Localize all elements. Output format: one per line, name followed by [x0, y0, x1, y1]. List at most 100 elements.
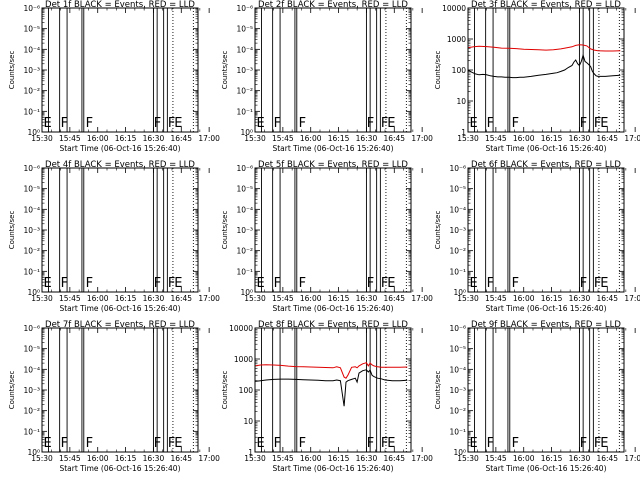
y-tick-label: 10⁻⁵	[23, 25, 40, 34]
y-tick-label: 10⁻³	[23, 66, 40, 75]
x-tick-label: 16:45	[383, 294, 405, 303]
y-axis-label: Counts/sec	[221, 211, 229, 250]
x-axis-label: Start Time (06-Oct-16 15:26:40)	[485, 464, 606, 473]
y-axis-label: Counts/sec	[221, 51, 229, 90]
region-annotation: E	[469, 436, 477, 451]
x-axis-label: Start Time (06-Oct-16 15:26:40)	[59, 144, 180, 153]
y-tick-label: 10⁻⁶	[449, 324, 466, 333]
y-tick-label: 10⁻⁴	[449, 205, 466, 214]
y-tick-label: 10⁻⁵	[23, 345, 40, 354]
region-annotation: F	[86, 116, 93, 131]
plot-frame	[254, 167, 412, 293]
y-tick-label: 10000	[229, 324, 253, 333]
y-axis-label: Counts/sec	[8, 51, 16, 90]
x-tick-label: 15:30	[457, 454, 479, 463]
x-tick-label: 16:45	[596, 134, 618, 143]
region-annotation: F	[594, 116, 601, 131]
y-tick-label: 10⁻⁵	[236, 25, 253, 34]
y-tick-label: 10⁰	[453, 288, 466, 297]
x-axis-label: Start Time (06-Oct-16 15:26:40)	[485, 304, 606, 313]
x-tick-label: 16:30	[143, 454, 165, 463]
x-tick-label: 17:00	[411, 294, 433, 303]
y-tick-label: 10⁻⁴	[23, 45, 40, 54]
y-tick-label: 10⁻⁶	[236, 4, 253, 13]
y-tick-label: 10⁻³	[449, 226, 466, 235]
region-annotation: F	[274, 116, 281, 131]
x-tick-label: 16:45	[170, 454, 192, 463]
x-tick-label: 16:30	[143, 294, 165, 303]
x-tick-label: 16:30	[356, 134, 378, 143]
x-tick-label: 16:30	[356, 294, 378, 303]
x-tick-label: 16:00	[300, 454, 322, 463]
y-tick-label: 10⁻²	[23, 87, 40, 96]
x-axis-label: Start Time (06-Oct-16 15:26:40)	[485, 144, 606, 153]
plot-frame	[41, 7, 199, 133]
y-tick-label: 10⁻¹	[23, 107, 40, 116]
x-tick-label: 16:30	[569, 134, 591, 143]
chart-title: Det 8f BLACK = Events, RED = LLD	[258, 320, 408, 330]
region-annotation: E	[600, 276, 608, 291]
region-annotation: F	[61, 116, 68, 131]
y-tick-label: 10⁻¹	[449, 427, 466, 436]
y-tick-label: 10	[456, 97, 466, 106]
x-tick-label: 17:00	[198, 454, 220, 463]
y-tick-label: 10⁰	[27, 288, 40, 297]
chart-panel-9: Det 9f BLACK = Events, RED = LLD Counts/s…	[434, 320, 640, 473]
x-tick-label: 16:00	[513, 454, 535, 463]
region-annotation: F	[512, 116, 519, 131]
y-axis-label: Counts/sec	[434, 211, 442, 250]
x-tick-label: 17:00	[624, 454, 640, 463]
x-tick-label: 16:00	[87, 134, 109, 143]
chart-title: Det 9f BLACK = Events, RED = LLD	[471, 320, 621, 330]
region-annotation: F	[274, 276, 281, 291]
y-tick-label: 10⁻³	[23, 226, 40, 235]
x-tick-label: 15:30	[244, 294, 266, 303]
lld-series-line	[468, 44, 621, 52]
x-tick-label: 16:45	[170, 294, 192, 303]
y-tick-label: 10⁰	[240, 288, 253, 297]
y-axis-label: Counts/sec	[221, 371, 229, 410]
x-tick-label: 17:00	[198, 134, 220, 143]
x-tick-label: 16:00	[300, 294, 322, 303]
x-axis-label: Start Time (06-Oct-16 15:26:40)	[272, 464, 393, 473]
events-series-line	[468, 53, 621, 79]
x-tick-label: 15:45	[272, 134, 294, 143]
region-annotation: F	[594, 436, 601, 451]
x-tick-label: 17:00	[411, 134, 433, 143]
x-tick-label: 17:00	[411, 454, 433, 463]
chart-panel-5: Det 5f BLACK = Events, RED = LLD Counts/s…	[221, 160, 433, 313]
x-tick-label: 16:15	[115, 294, 137, 303]
y-tick-label: 1	[248, 448, 253, 457]
y-tick-label: 10⁻⁶	[23, 164, 40, 173]
y-tick-label: 10⁻⁵	[449, 185, 466, 194]
y-tick-label: 10⁰	[453, 448, 466, 457]
y-tick-label: 10⁻¹	[236, 107, 253, 116]
region-annotation: F	[367, 436, 374, 451]
region-annotation: E	[174, 116, 182, 131]
region-annotation: F	[594, 276, 601, 291]
y-tick-label: 10000	[442, 4, 466, 13]
region-annotation: F	[367, 276, 374, 291]
y-tick-label: 10⁻⁶	[236, 164, 253, 173]
chart-panel-4: Det 4f BLACK = Events, RED = LLD Counts/s…	[8, 160, 220, 313]
region-annotation: F	[274, 436, 281, 451]
x-tick-label: 16:15	[115, 134, 137, 143]
y-tick-label: 10⁻⁶	[23, 4, 40, 13]
y-tick-label: 10⁻¹	[449, 267, 466, 276]
x-tick-label: 16:00	[87, 454, 109, 463]
region-annotation: F	[86, 436, 93, 451]
x-tick-label: 15:45	[485, 294, 507, 303]
chart-panel-2: Det 2f BLACK = Events, RED = LLD Counts/s…	[221, 0, 433, 153]
chart-title: Det 2f BLACK = Events, RED = LLD	[258, 0, 408, 10]
y-tick-label: 10⁻⁴	[236, 45, 253, 54]
y-axis-label: Counts/sec	[8, 211, 16, 250]
x-tick-label: 15:45	[59, 294, 81, 303]
y-tick-label: 10⁻³	[236, 66, 253, 75]
region-annotation: F	[487, 436, 494, 451]
region-annotation: E	[387, 116, 395, 131]
region-annotation: F	[154, 436, 161, 451]
y-tick-label: 10⁻⁴	[449, 365, 466, 374]
lld-series-line	[255, 362, 408, 379]
region-annotation: F	[512, 436, 519, 451]
x-tick-label: 16:15	[328, 294, 350, 303]
